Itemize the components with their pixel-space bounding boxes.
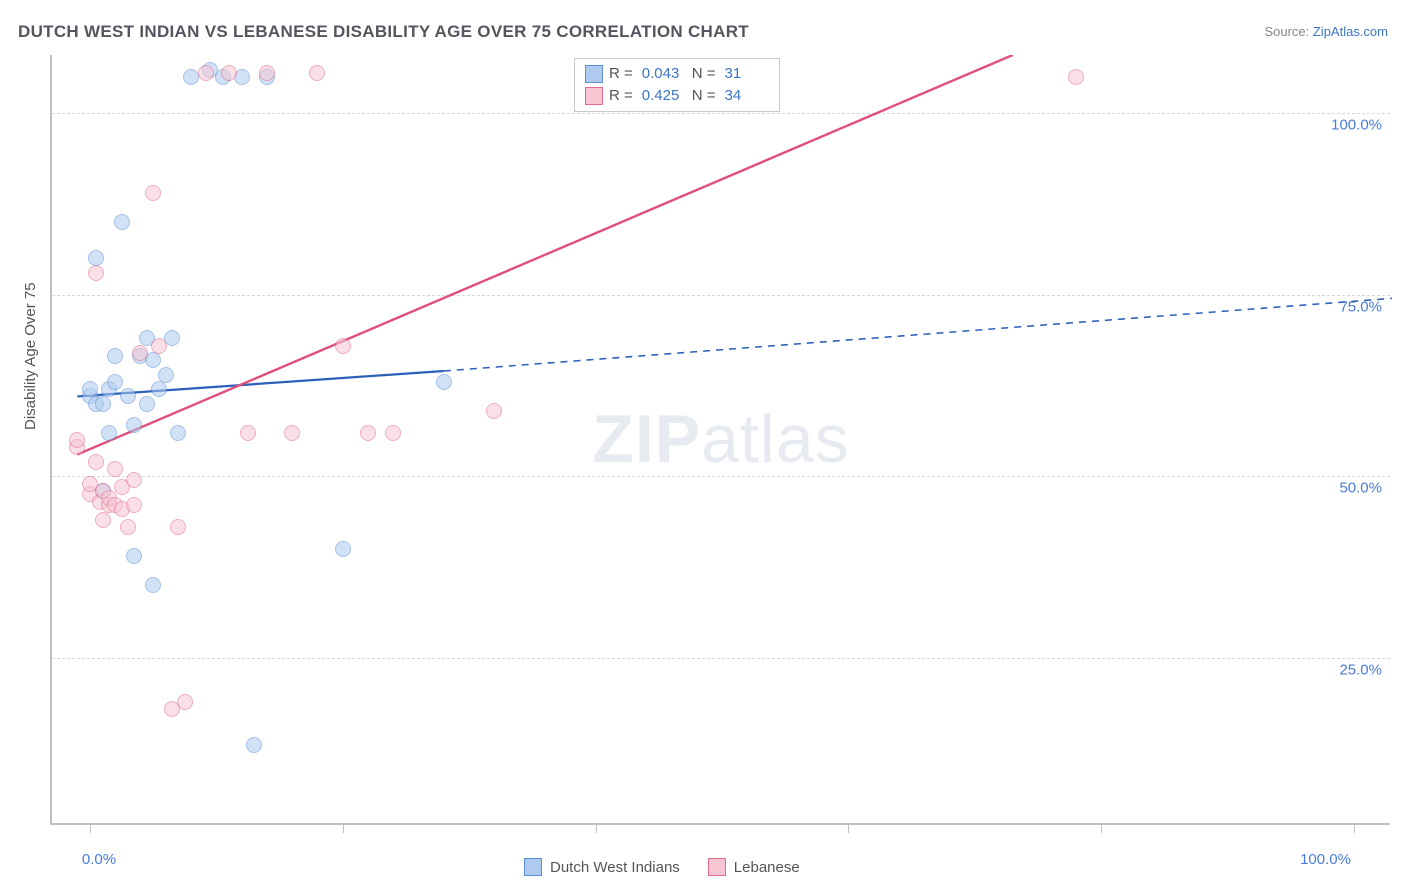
y-tick-label: 50.0% [1339,480,1382,497]
n-value: 31 [725,63,769,85]
data-point [177,694,193,710]
source-credit: Source: ZipAtlas.com [1264,24,1388,39]
series-label: Dutch West Indians [550,859,680,876]
data-point [158,367,174,383]
scatter-plot: ZIPatlas 25.0% 50.0% 75.0% 100.0% [50,55,1390,825]
data-point [259,65,275,81]
legend-swatch [524,858,542,876]
data-point [335,541,351,557]
gridline [52,113,1390,114]
data-point [107,374,123,390]
data-point [198,65,214,81]
data-point [145,577,161,593]
data-point [151,381,167,397]
y-axis-label: Disability Age Over 75 [22,282,39,430]
data-point [114,214,130,230]
r-label: R = [609,63,633,85]
data-point [120,519,136,535]
data-point [486,403,502,419]
series-legend-item: Dutch West Indians [524,858,680,876]
data-point [360,425,376,441]
legend-row: R = 0.043 N = 31 [585,63,769,85]
data-point [284,425,300,441]
data-point [95,396,111,412]
watermark-bold: ZIP [592,401,701,477]
series-legend-item: Lebanese [708,858,800,876]
data-point [132,345,148,361]
data-point [107,461,123,477]
data-point [309,65,325,81]
data-point [246,737,262,753]
gridline [52,476,1390,477]
data-point [436,374,452,390]
data-point [69,432,85,448]
r-value: 0.425 [642,85,686,107]
data-point [120,388,136,404]
chart-title: DUTCH WEST INDIAN VS LEBANESE DISABILITY… [18,22,749,42]
x-tick [848,823,849,833]
r-label: R = [609,85,633,107]
data-point [126,417,142,433]
n-value: 34 [725,85,769,107]
gridline [52,295,1390,296]
y-tick-label: 25.0% [1339,661,1382,678]
data-point [221,65,237,81]
source-link[interactable]: ZipAtlas.com [1313,24,1388,39]
gridline [52,658,1390,659]
data-point [139,396,155,412]
data-point [151,338,167,354]
data-point [335,338,351,354]
data-point [1068,69,1084,85]
data-point [240,425,256,441]
legend-swatch [585,87,603,105]
data-point [183,69,199,85]
legend-swatch [585,65,603,83]
source-prefix: Source: [1264,24,1312,39]
n-label: N = [692,63,716,85]
watermark-rest: atlas [701,401,850,477]
x-tick-label: 100.0% [1300,851,1351,868]
series-label: Lebanese [734,859,800,876]
data-point [95,512,111,528]
watermark: ZIPatlas [592,400,849,478]
y-tick-label: 100.0% [1331,117,1382,134]
data-point [145,185,161,201]
correlation-legend: R = 0.043 N = 31 R = 0.425 N = 34 [574,58,780,112]
x-tick [1101,823,1102,833]
data-point [170,519,186,535]
legend-swatch [708,858,726,876]
data-point [126,548,142,564]
data-point [385,425,401,441]
data-point [88,265,104,281]
r-value: 0.043 [642,63,686,85]
regression-lines [52,55,1392,825]
data-point [126,472,142,488]
x-tick [1354,823,1355,833]
x-tick [343,823,344,833]
data-point [107,348,123,364]
data-point [88,454,104,470]
data-point [126,497,142,513]
data-point [101,425,117,441]
data-point [170,425,186,441]
legend-row: R = 0.425 N = 34 [585,85,769,107]
x-tick [90,823,91,833]
x-tick [596,823,597,833]
x-tick-label: 0.0% [82,851,116,868]
n-label: N = [692,85,716,107]
series-legend: Dutch West Indians Lebanese [524,858,800,876]
y-tick-label: 75.0% [1339,298,1382,315]
